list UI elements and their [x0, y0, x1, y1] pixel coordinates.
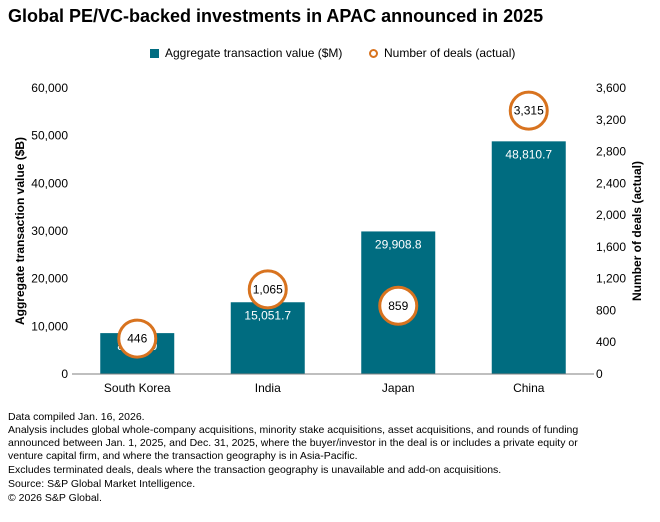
y2-tick-label: 800 [596, 303, 616, 317]
legend-circle-label: Number of deals (actual) [384, 46, 516, 60]
y2-tick-label: 2,800 [596, 145, 626, 159]
y-tick-label: 50,000 [31, 129, 68, 143]
chart-legend: Aggregate transaction value ($M) Number … [0, 46, 660, 64]
footer-analysis-1: Analysis includes global whole-company a… [8, 424, 579, 436]
legend-circle-swatch [369, 48, 378, 58]
footer-analysis-3: venture capital firm, and where the tran… [8, 450, 358, 462]
x-tick-label: India [255, 381, 281, 395]
footer-copyright: © 2026 S&P Global. [8, 492, 102, 504]
bar-value-label: 15,051.7 [244, 308, 291, 322]
x-tick-label: China [513, 381, 545, 395]
deal-marker-china [508, 90, 549, 131]
legend-bar-label: Aggregate transaction value ($M) [165, 46, 343, 60]
footer-source: Source: S&P Global Market Intelligence. [8, 478, 196, 490]
chart-plot: 0 10,000 20,000 30,000 40,000 50,000 60,000 0 40… [13, 81, 644, 395]
deal-marker-south-korea [117, 318, 158, 359]
bar-value-label: 48,810.7 [505, 147, 552, 161]
y-tick-label: 40,000 [31, 176, 68, 190]
legend-item-circle: Number of deals (actual) [369, 46, 515, 60]
chart-title: Global PE/VC-backed investments in APAC … [8, 6, 544, 26]
chart-footer: Data compiled Jan. 16, 2026. Analysis in… [8, 411, 648, 505]
footer-analysis-2: announced between Jan. 1, 2025, and Dec.… [8, 437, 578, 449]
bar-value-label: 29,908.8 [375, 237, 422, 251]
legend-item-bar: Aggregate transaction value ($M) [150, 46, 342, 60]
y2-tick-label: 2,000 [596, 208, 626, 222]
deal-value-label: 1,065 [253, 282, 283, 296]
y2-tick-label: 1,600 [596, 240, 626, 254]
y-tick-label: 30,000 [31, 224, 68, 238]
deal-value-label: 3,315 [514, 104, 544, 118]
y2-tick-label: 2,400 [596, 176, 626, 190]
y2-axis-title: Number of deals (actual) [630, 161, 644, 301]
deal-value-label: 446 [127, 332, 147, 346]
deal-marker-india [247, 269, 288, 310]
y2-tick-label: 400 [596, 335, 616, 349]
y2-tick-label: 3,600 [596, 81, 626, 95]
bar-india [230, 302, 305, 374]
x-tick-label: South Korea [104, 381, 171, 395]
deal-marker-japan [378, 285, 419, 326]
x-tick-label: Japan [382, 381, 415, 395]
y2-tick-label: 3,200 [596, 113, 626, 127]
y2-tick-label: 0 [596, 367, 603, 381]
footer-excludes: Excludes terminated deals, deals where t… [8, 464, 502, 476]
footer-compiled: Data compiled Jan. 16, 2026. [8, 411, 145, 423]
deal-value-label: 859 [388, 299, 408, 313]
y-tick-label: 60,000 [31, 81, 68, 95]
y-axis-title: Aggregate transaction value ($B) [13, 137, 27, 325]
y-tick-label: 0 [61, 367, 68, 381]
y-tick-label: 10,000 [31, 319, 68, 333]
bar-china [491, 141, 566, 374]
legend-bar-swatch [150, 48, 159, 58]
y-tick-label: 20,000 [31, 272, 68, 286]
y2-tick-label: 1,200 [596, 272, 626, 286]
